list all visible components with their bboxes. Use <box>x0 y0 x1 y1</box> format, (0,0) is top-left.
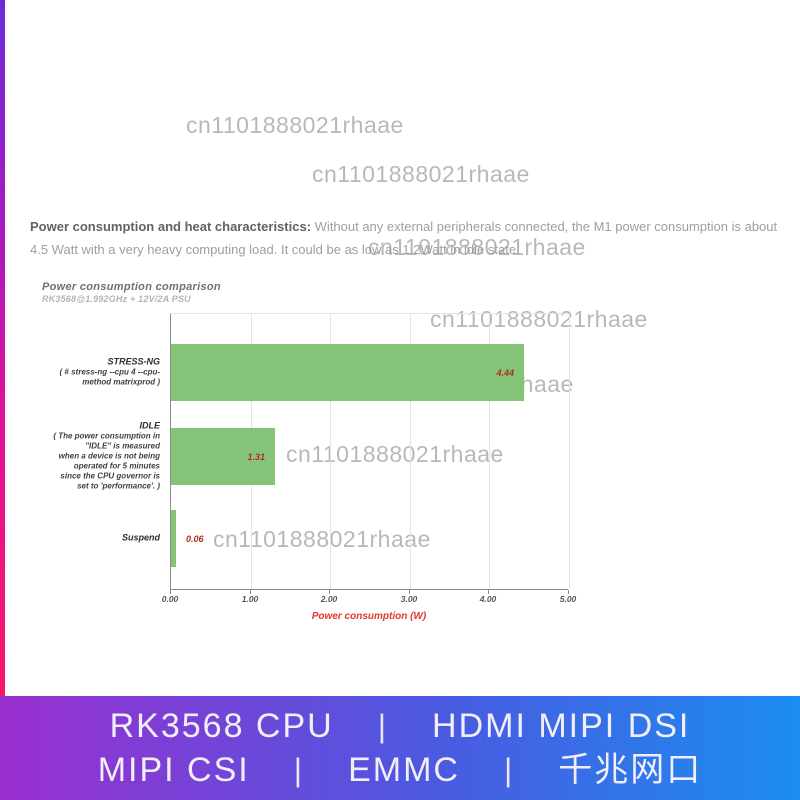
description-paragraph: Power consumption and heat characteristi… <box>30 215 778 261</box>
gridline <box>489 314 490 589</box>
x-tick-label: 5.00 <box>559 594 577 604</box>
bar-value-label: 4.44 <box>496 367 514 378</box>
x-tick-mark <box>250 590 251 594</box>
chart-plot-area: 4.44 1.31 0.06 <box>170 313 570 590</box>
gridline <box>569 314 570 589</box>
category-note-line: since the CPU governor is <box>60 471 160 480</box>
feature-banner: RK3568 CPU | HDMI MIPI DSI MIPI CSI | EMMC | 千兆… <box>0 696 800 800</box>
x-tick-label: 3.00 <box>400 594 418 604</box>
category-note-line: ( # stress-ng --cpu 4 --cpu- <box>59 367 160 376</box>
banner-line: RK3568 CPU | HDMI MIPI DSI <box>110 706 691 746</box>
banner-separator: | <box>293 752 305 788</box>
x-tick-mark <box>568 590 569 594</box>
gridline <box>410 314 411 589</box>
banner-item: 千兆网口 <box>558 751 703 789</box>
category-note-line: ( The power consumption in <box>53 431 160 440</box>
x-tick-mark <box>170 590 171 594</box>
watermark-text: cn1101888021rhaae <box>312 161 530 187</box>
category-label-suspend: Suspend <box>122 532 160 543</box>
watermark-text: cn1101888021rhaae <box>286 441 504 467</box>
category-label-stress-ng: STRESS-NG( # stress-ng --cpu 4 --cpu-met… <box>60 356 160 387</box>
x-tick-label: 4.00 <box>479 594 497 604</box>
x-tick-label: 2.00 <box>320 594 338 604</box>
x-tick-label: 1.00 <box>241 594 259 604</box>
x-tick-mark <box>409 590 410 594</box>
bar-suspend <box>171 510 176 567</box>
chart-title: Power consumption comparison <box>42 281 221 293</box>
banner-separator: | <box>503 752 515 788</box>
category-note-line: "IDLE" is measured <box>85 441 160 450</box>
description-text: Without any external peripherals connect… <box>30 219 778 257</box>
banner-item: RK3568 CPU <box>109 707 334 745</box>
bar-value-label: 1.31 <box>247 451 265 462</box>
watermark-text: cn1101888021rhaae <box>186 112 404 138</box>
banner-item: MIPI CSI <box>97 751 250 789</box>
chart-subtitle: RK3568@1.992GHz + 12V/2A PSU <box>42 294 191 304</box>
bar-stress-ng <box>171 344 524 401</box>
banner-line: MIPI CSI | EMMC | 千兆网口 <box>98 750 703 790</box>
description-heading: Power consumption and heat characteristi… <box>30 219 312 234</box>
x-tick-label: 0.00 <box>161 594 179 604</box>
category-note-line: set to 'performance'. ) <box>77 481 160 490</box>
category-note-line: when a device is not being <box>58 451 160 460</box>
category-name: IDLE <box>139 420 160 430</box>
category-name: STRESS-NG <box>107 356 160 366</box>
category-note-line: method matrixprod ) <box>82 377 160 386</box>
category-label-idle: IDLE( The power consumption in "IDLE" is … <box>53 420 160 491</box>
x-axis-label: Power consumption (W) <box>311 611 427 622</box>
watermark-text: cn1101888021rhaae <box>368 234 586 260</box>
category-note-line: operated for 5 minutes <box>73 461 160 470</box>
watermark-text: cn1101888021rhaae <box>213 526 431 552</box>
x-tick-mark <box>329 590 330 594</box>
bar-idle <box>171 428 275 485</box>
left-gradient-stripe <box>0 0 5 697</box>
watermark-text: cn1101888021rhaae <box>430 306 648 332</box>
banner-separator: | <box>377 708 389 744</box>
bar-value-label: 0.06 <box>186 533 204 544</box>
banner-item: HDMI MIPI DSI <box>432 707 691 745</box>
banner-item: EMMC <box>348 751 460 789</box>
x-tick-mark <box>488 590 489 594</box>
category-name: Suspend <box>121 532 160 542</box>
gridline <box>330 314 331 589</box>
